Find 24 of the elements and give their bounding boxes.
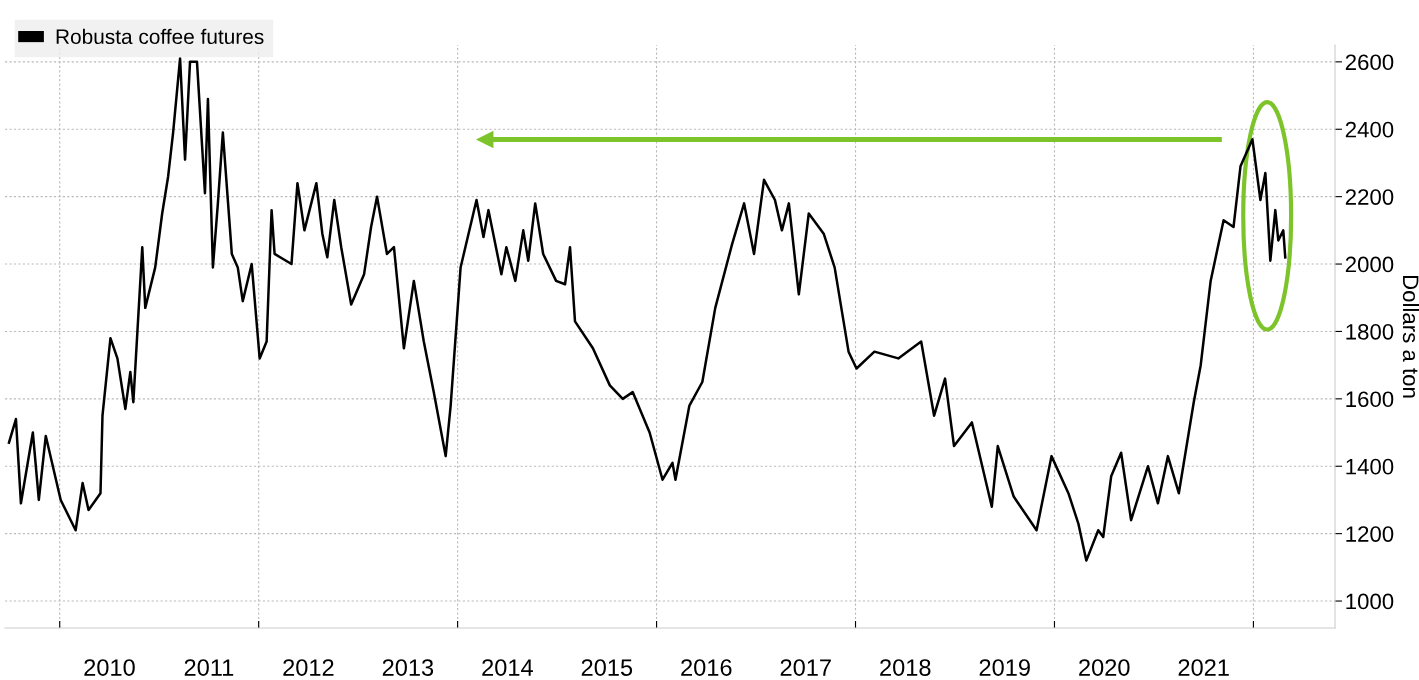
y-tick-label: 2400: [1345, 121, 1394, 138]
y-tick-label: 2600: [1345, 54, 1394, 71]
x-tick-label: 2018: [880, 659, 931, 676]
y-axis-title: Dollars a ton: [1402, 275, 1419, 398]
x-tick-label: 2011: [184, 659, 234, 676]
x-tick-label: 2017: [780, 659, 831, 676]
y-tick-label: 2200: [1345, 189, 1394, 205]
x-tick-label: 2016: [681, 659, 732, 676]
x-tick-label: 2015: [581, 659, 633, 676]
y-tick-label: 1200: [1346, 526, 1394, 542]
x-tick-label: 2010: [84, 659, 135, 676]
x-tick-label: 2013: [382, 659, 434, 676]
y-tick-label: 1600: [1346, 391, 1394, 408]
x-tick-label: 2021: [1178, 659, 1229, 676]
y-tick-label: 2000: [1345, 256, 1394, 273]
line-series: [7, 57, 1287, 562]
legend-label: Robusta coffee futures: [56, 28, 264, 45]
x-tick-label: 2012: [283, 659, 334, 676]
y-tick-label: 1800: [1346, 323, 1394, 340]
x-tick-label: 2020: [1079, 659, 1130, 676]
y-tick-label: 1400: [1346, 458, 1394, 475]
x-tick-label: 2014: [482, 659, 533, 676]
x-tick-label: 2019: [979, 659, 1030, 676]
y-tick-label: 1000: [1346, 593, 1394, 610]
